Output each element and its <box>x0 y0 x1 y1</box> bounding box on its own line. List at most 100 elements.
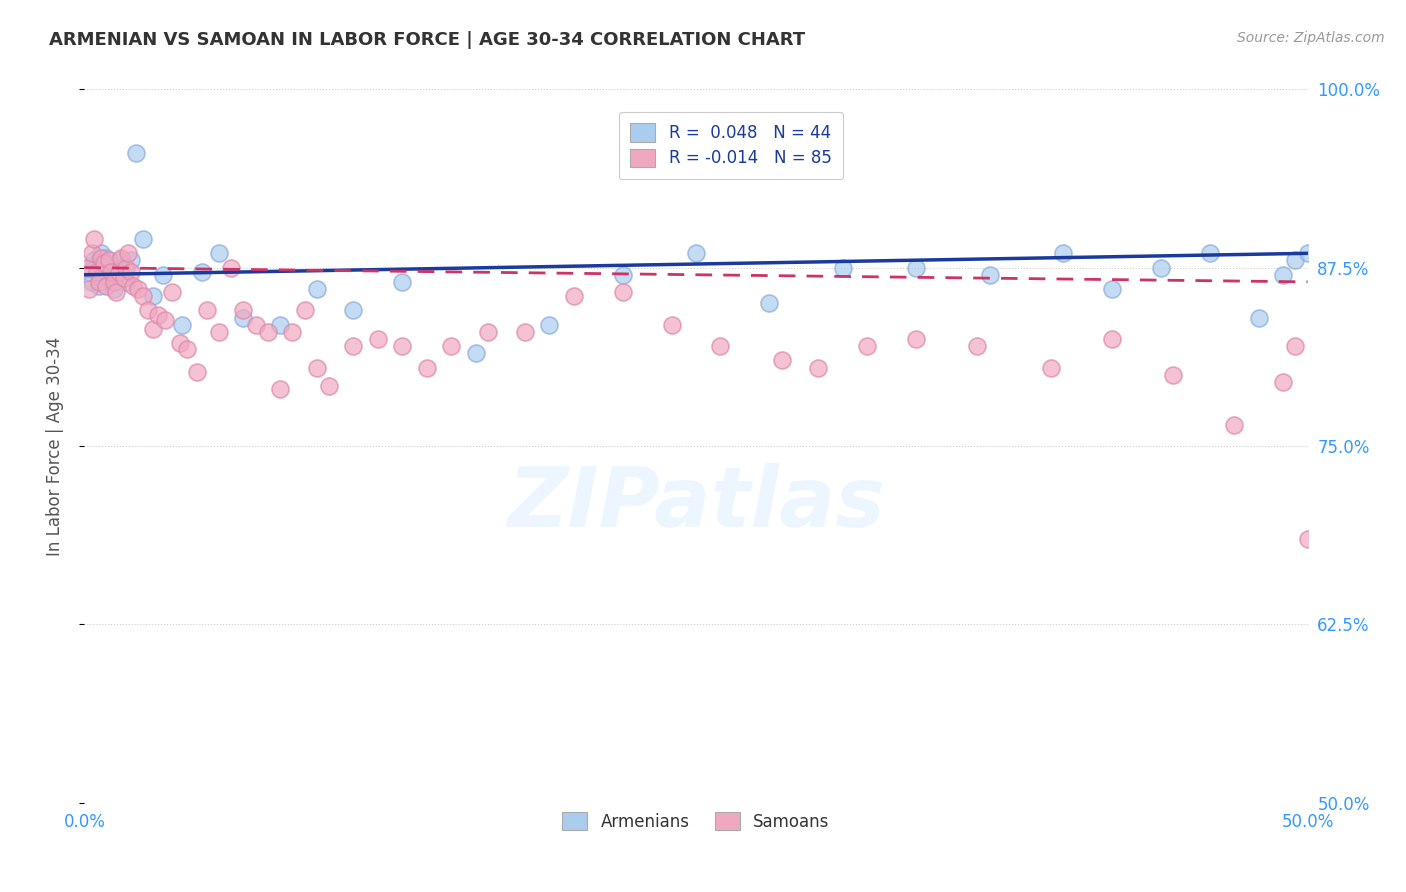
Point <box>107 253 129 268</box>
Point <box>1052 246 1074 260</box>
Point <box>1395 368 1406 382</box>
Point <box>1198 246 1220 260</box>
Point <box>219 260 242 275</box>
Point <box>146 308 169 322</box>
Point <box>136 303 159 318</box>
Point <box>440 339 463 353</box>
Point <box>257 325 280 339</box>
Point <box>115 260 138 275</box>
Point <box>232 303 254 318</box>
Point <box>305 282 328 296</box>
Point <box>93 256 115 270</box>
Point <box>232 310 254 325</box>
Point <box>1161 368 1184 382</box>
Point <box>77 282 100 296</box>
Point <box>195 303 218 318</box>
Point <box>807 360 830 375</box>
Point <box>122 279 145 293</box>
Point <box>97 253 120 268</box>
Point <box>80 275 103 289</box>
Point <box>103 282 125 296</box>
Text: Source: ZipAtlas.com: Source: ZipAtlas.com <box>1237 31 1385 45</box>
Point <box>90 251 112 265</box>
Point <box>86 256 108 270</box>
Point <box>513 325 536 339</box>
Point <box>416 360 439 375</box>
Point <box>162 285 184 299</box>
Point <box>1223 417 1246 432</box>
Point <box>117 246 139 260</box>
Point <box>153 313 176 327</box>
Point <box>169 336 191 351</box>
Point <box>127 282 149 296</box>
Point <box>905 332 928 346</box>
Point <box>1296 532 1319 546</box>
Point <box>477 325 499 339</box>
Point <box>132 232 155 246</box>
Point <box>367 332 389 346</box>
Point <box>93 268 115 282</box>
Point <box>87 279 110 293</box>
Point <box>269 382 291 396</box>
Point <box>562 289 585 303</box>
Point <box>120 265 142 279</box>
Point <box>281 325 304 339</box>
Point <box>305 360 328 375</box>
Point <box>1346 510 1368 524</box>
Point <box>110 251 132 265</box>
Point <box>96 279 118 293</box>
Point <box>342 339 364 353</box>
Point <box>120 253 142 268</box>
Point <box>1272 268 1295 282</box>
Point <box>125 146 148 161</box>
Point <box>80 246 103 260</box>
Point <box>83 232 105 246</box>
Point <box>115 275 138 289</box>
Point <box>1320 467 1343 482</box>
Point <box>76 260 98 275</box>
Point <box>96 251 118 265</box>
Point <box>83 253 105 268</box>
Point <box>110 260 132 275</box>
Point <box>612 285 634 299</box>
Point <box>107 265 129 279</box>
Point <box>112 270 135 285</box>
Point <box>538 318 561 332</box>
Text: ARMENIAN VS SAMOAN IN LABOR FORCE | AGE 30-34 CORRELATION CHART: ARMENIAN VS SAMOAN IN LABOR FORCE | AGE … <box>49 31 806 49</box>
Point <box>90 246 112 260</box>
Point <box>979 268 1001 282</box>
Point <box>612 268 634 282</box>
Point <box>1101 332 1123 346</box>
Point <box>1296 246 1319 260</box>
Point <box>87 275 110 289</box>
Point <box>391 339 413 353</box>
Point <box>1309 439 1331 453</box>
Point <box>661 318 683 332</box>
Point <box>191 265 214 279</box>
Point <box>318 379 340 393</box>
Point <box>105 285 128 299</box>
Point <box>100 260 122 275</box>
Point <box>966 339 988 353</box>
Point <box>245 318 267 332</box>
Point <box>770 353 793 368</box>
Point <box>758 296 780 310</box>
Point <box>142 289 165 303</box>
Point <box>208 325 231 339</box>
Point <box>142 322 165 336</box>
Point <box>269 318 291 332</box>
Point <box>97 270 120 285</box>
Point <box>1272 375 1295 389</box>
Point <box>100 265 122 279</box>
Point <box>1101 282 1123 296</box>
Point <box>464 346 486 360</box>
Point <box>1284 339 1306 353</box>
Point <box>86 265 108 279</box>
Point <box>856 339 879 353</box>
Point <box>1247 310 1270 325</box>
Point <box>172 318 194 332</box>
Point <box>208 246 231 260</box>
Point <box>905 260 928 275</box>
Point <box>176 342 198 356</box>
Point <box>1039 360 1062 375</box>
